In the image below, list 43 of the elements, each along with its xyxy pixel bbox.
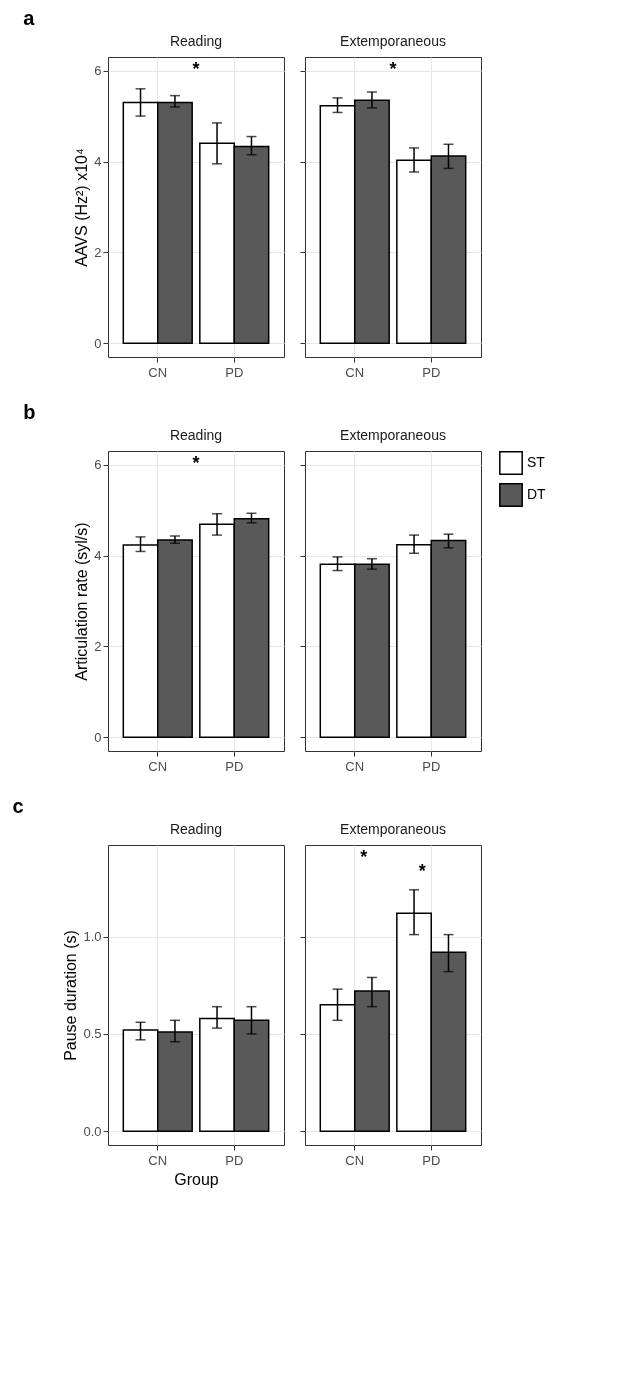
annotation: * bbox=[360, 847, 368, 867]
text: c bbox=[12, 794, 24, 817]
y-tick-label: 2 bbox=[94, 638, 102, 654]
y-axis-title: AAVS (Hz²) x10⁴ bbox=[73, 148, 91, 267]
y-tick-label: 6 bbox=[94, 63, 102, 79]
x-tick-label: CN bbox=[345, 758, 365, 774]
y-tick-label: 6 bbox=[94, 457, 102, 473]
x-tick-label: PD bbox=[225, 1152, 244, 1168]
y-tick-label: 4 bbox=[94, 548, 102, 564]
annotation: * bbox=[192, 59, 200, 79]
y-tick-label: 1.0 bbox=[83, 929, 102, 945]
x-tick-label: PD bbox=[225, 758, 244, 774]
y-tick-label: 0 bbox=[94, 335, 102, 351]
chart-title: Reading bbox=[169, 427, 223, 443]
chart-title: Extemporaneous bbox=[340, 33, 446, 49]
legend-label: ST bbox=[527, 454, 546, 470]
text: a bbox=[23, 6, 36, 29]
y-tick-label: 0 bbox=[94, 729, 102, 745]
annotation: * bbox=[418, 861, 426, 881]
x-tick-label: CN bbox=[148, 364, 168, 380]
x-tick-label: PD bbox=[422, 364, 441, 380]
y-tick-label: 0.0 bbox=[83, 1123, 102, 1139]
x-axis-title: Group bbox=[174, 1170, 219, 1188]
y-axis-title: Articulation rate (syl/s) bbox=[73, 522, 91, 681]
text: b bbox=[23, 400, 36, 423]
x-tick-label: PD bbox=[422, 758, 441, 774]
annotation: * bbox=[192, 453, 200, 473]
y-tick-label: 2 bbox=[94, 244, 102, 260]
x-tick-label: CN bbox=[345, 364, 365, 380]
y-tick-label: 4 bbox=[94, 154, 102, 170]
chart-title: Reading bbox=[169, 821, 223, 837]
y-axis-title: Pause duration (s) bbox=[62, 930, 80, 1061]
annotation: * bbox=[389, 59, 397, 79]
legend-label: DT bbox=[527, 486, 547, 502]
chart-title: Extemporaneous bbox=[340, 427, 446, 443]
x-tick-label: CN bbox=[148, 758, 168, 774]
chart-title: Extemporaneous bbox=[340, 821, 446, 837]
x-tick-label: PD bbox=[225, 364, 244, 380]
x-tick-label: CN bbox=[148, 1152, 168, 1168]
y-tick-label: 0.5 bbox=[83, 1026, 102, 1042]
x-tick-label: PD bbox=[422, 1152, 441, 1168]
chart-title: Reading bbox=[169, 33, 223, 49]
x-tick-label: CN bbox=[345, 1152, 365, 1168]
